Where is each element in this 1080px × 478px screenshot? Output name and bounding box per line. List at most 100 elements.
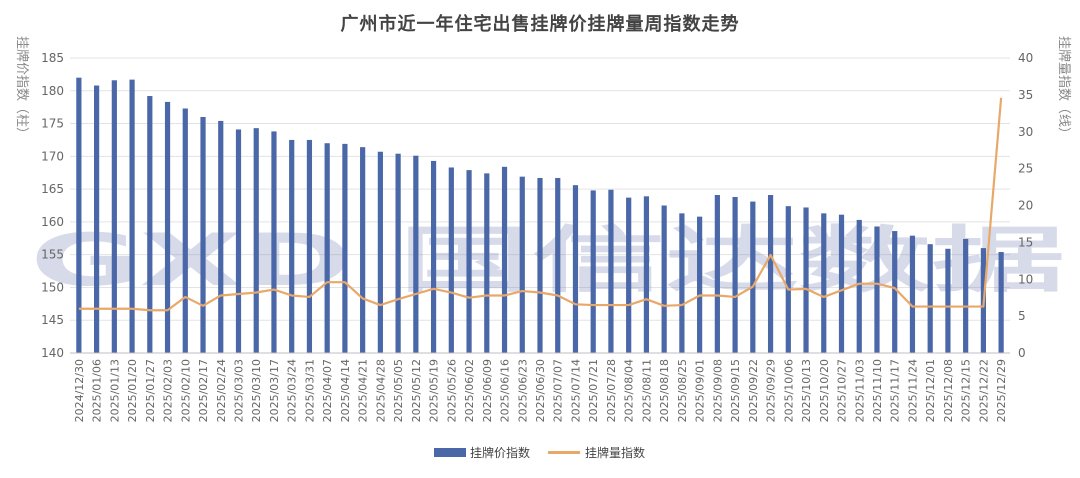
bar — [182, 108, 188, 353]
bar — [785, 206, 791, 353]
bar — [856, 219, 862, 353]
legend-bar-swatch — [434, 448, 466, 457]
bar — [218, 120, 224, 354]
y-right-tick-label: 35 — [1018, 88, 1033, 102]
y-right-tick-label: 20 — [1018, 199, 1033, 213]
y-left-tick-label: 170 — [41, 149, 64, 163]
bar — [395, 153, 401, 353]
bar — [626, 197, 632, 353]
x-tick-label: 2025/04/21 — [357, 359, 370, 422]
line-series — [78, 97, 1003, 312]
x-axis-ticks: 2024/12/30 2025/01/06 2025/01/13 2025/01/20… — [73, 359, 1008, 422]
chart-title: 广州市近一年住宅出售挂牌价挂牌量周指数走势 — [340, 14, 740, 35]
y-left-tick-label: 155 — [41, 248, 64, 262]
bar — [750, 201, 756, 353]
bar — [909, 235, 916, 353]
bar — [466, 170, 472, 353]
x-tick-label: 2025/11/24 — [906, 359, 919, 422]
x-tick-label: 2025/05/12 — [410, 359, 423, 422]
bar — [821, 213, 827, 353]
bar — [714, 195, 720, 353]
y-axis-left-title: 挂牌价指数（柱） — [14, 36, 30, 140]
bar — [129, 79, 135, 353]
x-tick-label: 2025/05/19 — [428, 359, 441, 422]
bar — [608, 189, 614, 353]
x-tick-label: 2025/09/01 — [694, 359, 707, 422]
bar — [679, 213, 685, 353]
x-tick-label: 2025/04/14 — [339, 359, 352, 422]
x-tick-label: 2025/07/14 — [569, 359, 582, 422]
x-tick-label: 2025/05/05 — [392, 359, 405, 422]
x-tick-label: 2025/01/06 — [91, 359, 104, 422]
y-right-tick-label: 5 — [1018, 309, 1026, 323]
bar — [448, 167, 454, 353]
bar — [271, 131, 277, 353]
bar — [803, 207, 809, 353]
x-tick-label: 2025/08/25 — [676, 359, 689, 422]
x-tick-label: 2025/12/08 — [942, 359, 955, 422]
bar — [537, 177, 543, 353]
x-tick-label: 2025/11/17 — [889, 359, 902, 422]
x-tick-label: 2025/06/02 — [463, 359, 476, 422]
bar — [697, 216, 703, 353]
x-tick-label: 2025/10/13 — [800, 359, 813, 422]
x-tick-label: 2025/08/11 — [640, 359, 653, 422]
bar — [519, 176, 525, 353]
x-tick-label: 2025/09/29 — [765, 359, 778, 422]
x-tick-label: 2025/11/10 — [871, 359, 884, 422]
x-tick-label: 2025/01/13 — [108, 359, 121, 422]
x-tick-label: 2025/10/20 — [818, 359, 831, 422]
y-right-tick-label: 30 — [1018, 125, 1033, 139]
bar — [590, 190, 596, 353]
x-tick-label: 2025/04/28 — [374, 359, 387, 422]
x-tick-label: 2025/11/03 — [853, 359, 866, 422]
bar — [413, 155, 419, 353]
x-tick-label: 2025/12/22 — [977, 359, 990, 422]
y-left-tick-label: 160 — [41, 215, 64, 229]
bar — [732, 196, 738, 353]
bar — [661, 205, 667, 353]
bar — [998, 252, 1004, 353]
y-right-tick-label: 25 — [1018, 162, 1033, 176]
x-tick-label: 2025/08/04 — [623, 359, 636, 422]
bar — [289, 139, 295, 353]
bar — [838, 214, 845, 353]
x-tick-label: 2025/09/08 — [711, 359, 724, 422]
axes: 140 145 150 155 160 165 170 175 180 185 0 5 10 15 20 25… — [41, 51, 1033, 360]
bar — [963, 238, 969, 353]
x-tick-label: 2025/07/28 — [605, 359, 618, 422]
y-left-tick-label: 180 — [41, 84, 64, 98]
x-tick-label: 2025/06/30 — [534, 359, 547, 422]
x-tick-label: 2025/02/10 — [179, 359, 192, 422]
legend: 挂牌价指数 挂牌量指数 — [434, 445, 645, 460]
y-left-tick-label: 175 — [41, 117, 64, 131]
bar — [927, 244, 933, 353]
x-tick-label: 2025/06/23 — [516, 359, 529, 422]
x-tick-label: 2025/10/06 — [782, 359, 795, 422]
y-right-tick-label: 10 — [1018, 272, 1033, 286]
y-left-tick-label: 185 — [41, 51, 64, 65]
x-tick-label: 2025/06/09 — [481, 359, 494, 422]
y-right-tick-label: 15 — [1018, 235, 1033, 249]
x-tick-label: 2024/12/30 — [73, 359, 86, 422]
x-tick-label: 2025/10/27 — [836, 359, 849, 422]
bar — [111, 80, 117, 353]
bar — [76, 77, 82, 354]
x-tick-label: 2025/09/22 — [747, 359, 760, 422]
bar — [147, 96, 153, 354]
bar — [253, 128, 259, 353]
x-tick-label: 2025/01/20 — [126, 359, 139, 422]
x-tick-label: 2025/03/17 — [268, 359, 281, 422]
bar — [94, 85, 100, 353]
y-left-tick-label: 165 — [41, 182, 64, 196]
bar — [360, 147, 366, 353]
y-left-tick-label: 150 — [41, 280, 64, 294]
x-tick-label: 2025/02/03 — [162, 359, 175, 422]
y-axis-right-title: 挂牌量指数（线） — [1056, 36, 1072, 140]
bar — [200, 117, 206, 353]
x-tick-label: 2025/08/18 — [658, 359, 671, 422]
bar — [235, 129, 242, 353]
x-tick-label: 2025/07/21 — [587, 359, 600, 422]
bar — [306, 139, 313, 353]
